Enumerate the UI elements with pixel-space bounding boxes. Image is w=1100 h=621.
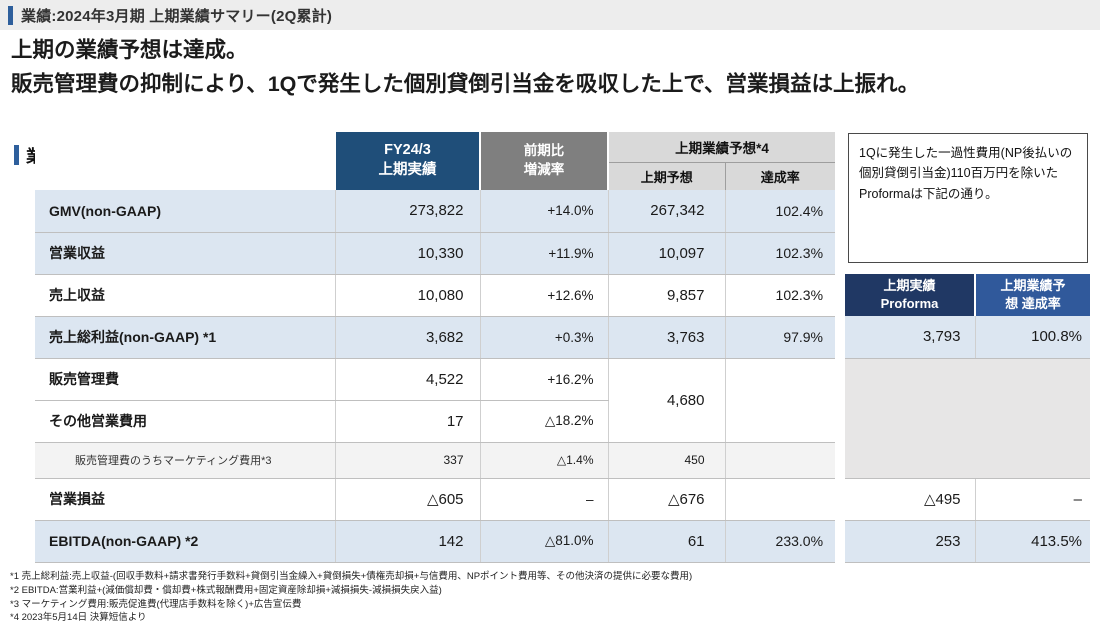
- row-label: 営業損益: [35, 478, 335, 521]
- row-label: 売上収益: [35, 274, 335, 317]
- row-label: 販売管理費: [35, 358, 335, 401]
- cell-achievement: 102.3%: [724, 274, 836, 317]
- table-row: 営業損益 △605 – △676: [35, 478, 836, 521]
- proforma-empty-block: [845, 358, 1090, 479]
- cell-achievement-merged: [724, 358, 836, 443]
- cell-proforma-actual: △495: [845, 478, 975, 521]
- cell-yoy: △81.0%: [479, 520, 608, 563]
- cell-actual: 17: [334, 400, 480, 443]
- cell-yoy: +14.0%: [479, 190, 608, 233]
- cell-achievement: 97.9%: [724, 316, 836, 359]
- row-label: 販売管理費のうちマーケティング費用*3: [35, 442, 335, 479]
- row-label: GMV(non-GAAP): [35, 190, 335, 233]
- cell-achievement: 233.0%: [724, 520, 836, 563]
- table-row: 営業収益 10,330 +11.9% 10,097 102.3%: [35, 232, 836, 275]
- header-spacer: [35, 132, 335, 190]
- cell-forecast: 9,857: [607, 274, 725, 317]
- cell-forecast: 267,342: [607, 190, 725, 233]
- col-header-actual: FY24/3 上期実績: [334, 132, 481, 190]
- cell-yoy: △1.4%: [479, 442, 608, 479]
- table-row: GMV(non-GAAP) 273,822 +14.0% 267,342 102…: [35, 190, 836, 233]
- cell-forecast-merged: 4,680: [607, 358, 725, 443]
- footnote: *1 売上総利益:売上収益-(回収手数料+請求書発行手数料+貸倒引当金繰入+貸倒…: [10, 571, 693, 582]
- proforma-table: 上期実績 Proforma 上期業績予 想 達成率 3,793 100.8% △…: [845, 274, 1090, 563]
- cell-actual: 273,822: [334, 190, 480, 233]
- col-header-forecast: 上期予想: [608, 161, 725, 190]
- kicker-strip: 業績:2024年3月期 上期業績サマリー(2Q累計): [0, 0, 1100, 30]
- table-row: その他営業費用 17 △18.2%: [35, 400, 835, 443]
- kicker-text: 業績:2024年3月期 上期業績サマリー(2Q累計): [21, 7, 333, 25]
- table-row: 3,793 100.8%: [845, 316, 1090, 359]
- row-label: EBITDA(non-GAAP) *2: [35, 520, 335, 563]
- cell-actual: △605: [334, 478, 480, 521]
- cell-yoy: +16.2%: [479, 358, 608, 401]
- cell-achievement: [724, 442, 836, 479]
- table-row: △495 –: [845, 478, 1090, 521]
- cell-proforma-achievement: –: [974, 478, 1090, 521]
- cell-proforma-actual: 253: [845, 520, 975, 563]
- cell-actual: 3,682: [334, 316, 480, 359]
- cell-actual: 337: [334, 442, 480, 479]
- table-row: 販売管理費 4,522 +16.2% 4,680: [35, 358, 836, 443]
- row-label: 営業収益: [35, 232, 335, 275]
- col-header-yoy: 前期比 増減率: [480, 132, 609, 190]
- cell-proforma-achievement: 413.5%: [974, 520, 1090, 563]
- page-title: 上期の業績予想は達成。 販売管理費の抑制により、1Qで発生した個別貸倒引当金を吸…: [11, 38, 920, 96]
- cell-forecast: 10,097: [607, 232, 725, 275]
- cell-yoy: –: [479, 478, 608, 521]
- footnote: *3 マーケティング費用:販売促進費(代理店手数料を除く)+広告宣伝費: [10, 598, 302, 610]
- cell-proforma-actual: 3,793: [845, 316, 975, 359]
- table-row: 253 413.5%: [845, 520, 1090, 563]
- table-row: EBITDA(non-GAAP) *2 142 △81.0% 61 233.0%: [35, 520, 836, 563]
- footnote: *4 2023年5月14日 決算短信より: [10, 612, 147, 621]
- table-row: 販売管理費のうちマーケティング費用*3 337 △1.4% 450: [35, 442, 836, 479]
- cell-yoy: △18.2%: [479, 400, 608, 443]
- summary-table: FY24/3 上期実績 前期比 増減率 上期業績予想*4 上期予想 達成率 GM…: [35, 132, 836, 563]
- cell-actual: 4,522: [334, 358, 480, 401]
- cell-forecast: 450: [607, 442, 725, 479]
- proforma-header-achievement: 上期業績予 想 達成率: [975, 274, 1090, 316]
- cell-yoy: +0.3%: [479, 316, 608, 359]
- cell-achievement: [724, 478, 836, 521]
- col-header-achievement: 達成率: [724, 161, 836, 190]
- row-label: 売上総利益(non-GAAP) *1: [35, 316, 335, 359]
- table-row: 売上総利益(non-GAAP) *1 3,682 +0.3% 3,763 97.…: [35, 316, 836, 359]
- cell-forecast: △676: [607, 478, 725, 521]
- cell-achievement: 102.3%: [724, 232, 836, 275]
- cell-forecast: 3,763: [607, 316, 725, 359]
- footnote: *2 EBITDA:営業利益+(減価償却費・償却費+株式報酬費用+固定資産除却損…: [10, 584, 442, 596]
- cell-achievement: 102.4%: [724, 190, 836, 233]
- proforma-header-actual: 上期実績 Proforma: [845, 274, 976, 316]
- cell-actual: 142: [334, 520, 480, 563]
- cell-yoy: +12.6%: [479, 274, 608, 317]
- col-header-forecast-group: 上期業績予想*4: [608, 132, 836, 162]
- row-label: その他営業費用: [35, 400, 335, 443]
- footnotes: *1 売上総利益:売上収益-(回収手数料+請求書発行手数料+貸倒引当金繰入+貸倒…: [10, 570, 1095, 621]
- cell-actual: 10,330: [334, 232, 480, 275]
- cell-yoy: +11.9%: [479, 232, 608, 275]
- cell-proforma-achievement: 100.8%: [974, 316, 1090, 359]
- proforma-note-box: 1Qに発生した一過性費用(NP後払いの個別貸倒引当金)110百万円を除いたPro…: [848, 133, 1088, 263]
- accent-bar: [14, 144, 19, 165]
- accent-bar: [8, 5, 13, 25]
- cell-actual: 10,080: [334, 274, 480, 317]
- cell-forecast: 61: [607, 520, 725, 563]
- table-row: 売上収益 10,080 +12.6% 9,857 102.3%: [35, 274, 836, 317]
